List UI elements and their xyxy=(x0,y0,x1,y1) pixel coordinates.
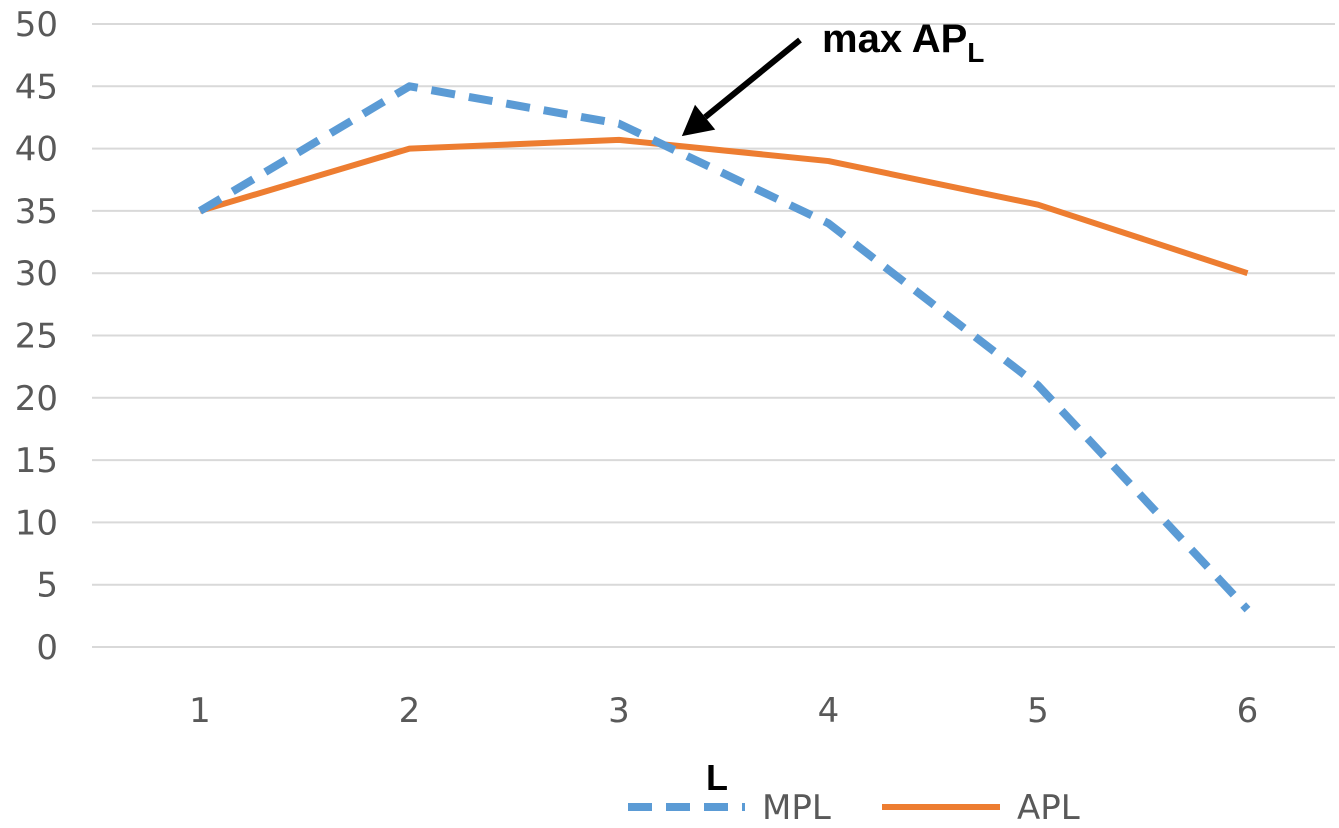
y-tick-label: 35 xyxy=(15,192,58,232)
x-tick-label: 6 xyxy=(1237,691,1259,731)
annotation: max APL xyxy=(681,17,984,137)
y-tick-label: 25 xyxy=(15,317,58,357)
annotation-subscript: L xyxy=(967,37,984,68)
legend: MPL APL xyxy=(628,788,1080,828)
annotation-main: max AP xyxy=(822,17,967,61)
y-tick-label: 0 xyxy=(36,628,58,668)
x-tick-label: 4 xyxy=(818,691,840,731)
y-tick-label: 20 xyxy=(15,379,58,419)
legend-label-apl: APL xyxy=(1017,788,1080,828)
y-tick-label: 15 xyxy=(15,441,58,481)
y-tick-label: 10 xyxy=(15,503,58,543)
gridlines xyxy=(92,23,1335,648)
x-axis-ticks: 1 2 3 4 5 6 xyxy=(189,691,1258,731)
y-tick-label: 5 xyxy=(36,566,58,606)
x-axis-title: L xyxy=(706,757,728,798)
y-axis-ticks: 0 5 10 15 20 25 30 35 40 45 50 xyxy=(15,5,58,668)
annotation-arrow xyxy=(703,37,802,120)
legend-label-mpl: MPL xyxy=(762,788,831,828)
y-tick-label: 40 xyxy=(15,130,58,170)
y-tick-label: 30 xyxy=(15,254,58,294)
y-tick-label: 45 xyxy=(15,67,58,107)
series-line-mpl xyxy=(197,82,1251,613)
x-tick-label: 3 xyxy=(608,691,630,731)
annotation-arrowhead xyxy=(681,104,716,137)
series-lines xyxy=(197,82,1251,613)
series-line-apl xyxy=(199,136,1249,277)
x-tick-label: 1 xyxy=(189,691,211,731)
x-tick-label: 2 xyxy=(399,691,421,731)
annotation-text: max APL xyxy=(822,17,984,68)
y-tick-label: 50 xyxy=(15,5,58,45)
x-tick-label: 5 xyxy=(1027,691,1049,731)
